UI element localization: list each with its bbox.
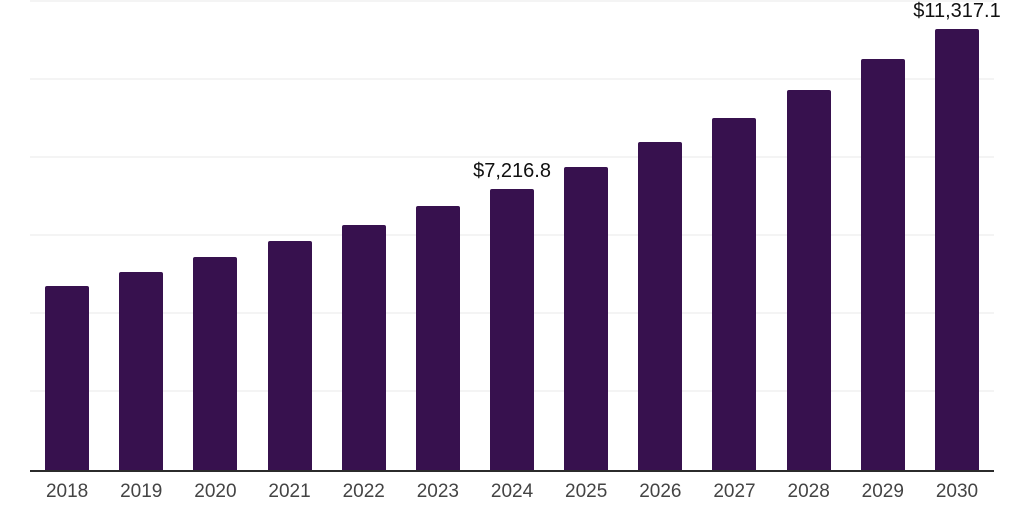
bar-2023 [415, 206, 460, 470]
bar-slot-2021 [252, 2, 326, 470]
bar-slot-2028 [772, 2, 846, 470]
bar-slot-2029 [846, 2, 920, 470]
x-tick-label-2029: 2029 [861, 481, 904, 502]
bar-2028 [786, 90, 831, 470]
x-tick-label-2027: 2027 [713, 481, 756, 502]
bar-slot-2027 [697, 2, 771, 470]
bar-slot-2024: $7,216.8 [473, 2, 551, 470]
gridline-10000 [30, 78, 994, 80]
x-tick-label-2030: 2030 [935, 481, 979, 502]
bar-value-label-2024: $7,216.8 [473, 159, 551, 182]
bar-slot-2026 [623, 2, 697, 470]
bar-2029 [860, 59, 905, 470]
bar-slot-2025 [549, 2, 623, 470]
bar-2024 [490, 188, 535, 470]
x-tick-label-2024: 2024 [490, 481, 534, 502]
bar-slot-2020 [178, 2, 252, 470]
bar-slot-2022 [327, 2, 401, 470]
bar-2018 [45, 285, 90, 470]
x-tick-label-2021: 2021 [268, 481, 311, 502]
bar-slot-2023 [401, 2, 475, 470]
bar-slot-2019 [104, 2, 178, 470]
x-tick-label-2028: 2028 [787, 481, 830, 502]
gridline-12000 [30, 0, 994, 2]
bar-slot-2018 [30, 2, 104, 470]
x-tick-label-2022: 2022 [342, 481, 385, 502]
bars-container: $7,216.8 $11,317.1 [30, 1, 1001, 470]
bar-2020 [193, 256, 238, 470]
bar-2021 [267, 241, 312, 470]
x-tick-label-2023: 2023 [416, 481, 459, 502]
bar-value-label-2030: $11,317.1 [913, 0, 1001, 22]
x-tick-label-2019: 2019 [120, 481, 163, 502]
bar-2027 [712, 118, 757, 470]
x-tick-label-2020: 2020 [194, 481, 237, 502]
bar-2026 [638, 142, 683, 470]
bar-2022 [341, 225, 386, 470]
bar-2030 [934, 28, 979, 470]
bar-slot-2030: $11,317.1 [913, 1, 1001, 470]
x-tick-label-2018: 2018 [45, 481, 89, 502]
x-tick-label-2026: 2026 [639, 481, 682, 502]
plot-area: $7,216.8 $11,317.1 [30, 0, 1001, 472]
bar-2025 [564, 166, 609, 470]
x-axis-labels: 2018 2019 2020 2021 2022 2023 2024 2025 2026 2027… [30, 482, 994, 501]
bar-2019 [119, 271, 164, 470]
gridline-8000 [30, 156, 994, 158]
x-tick-label-2025: 2025 [565, 481, 608, 502]
